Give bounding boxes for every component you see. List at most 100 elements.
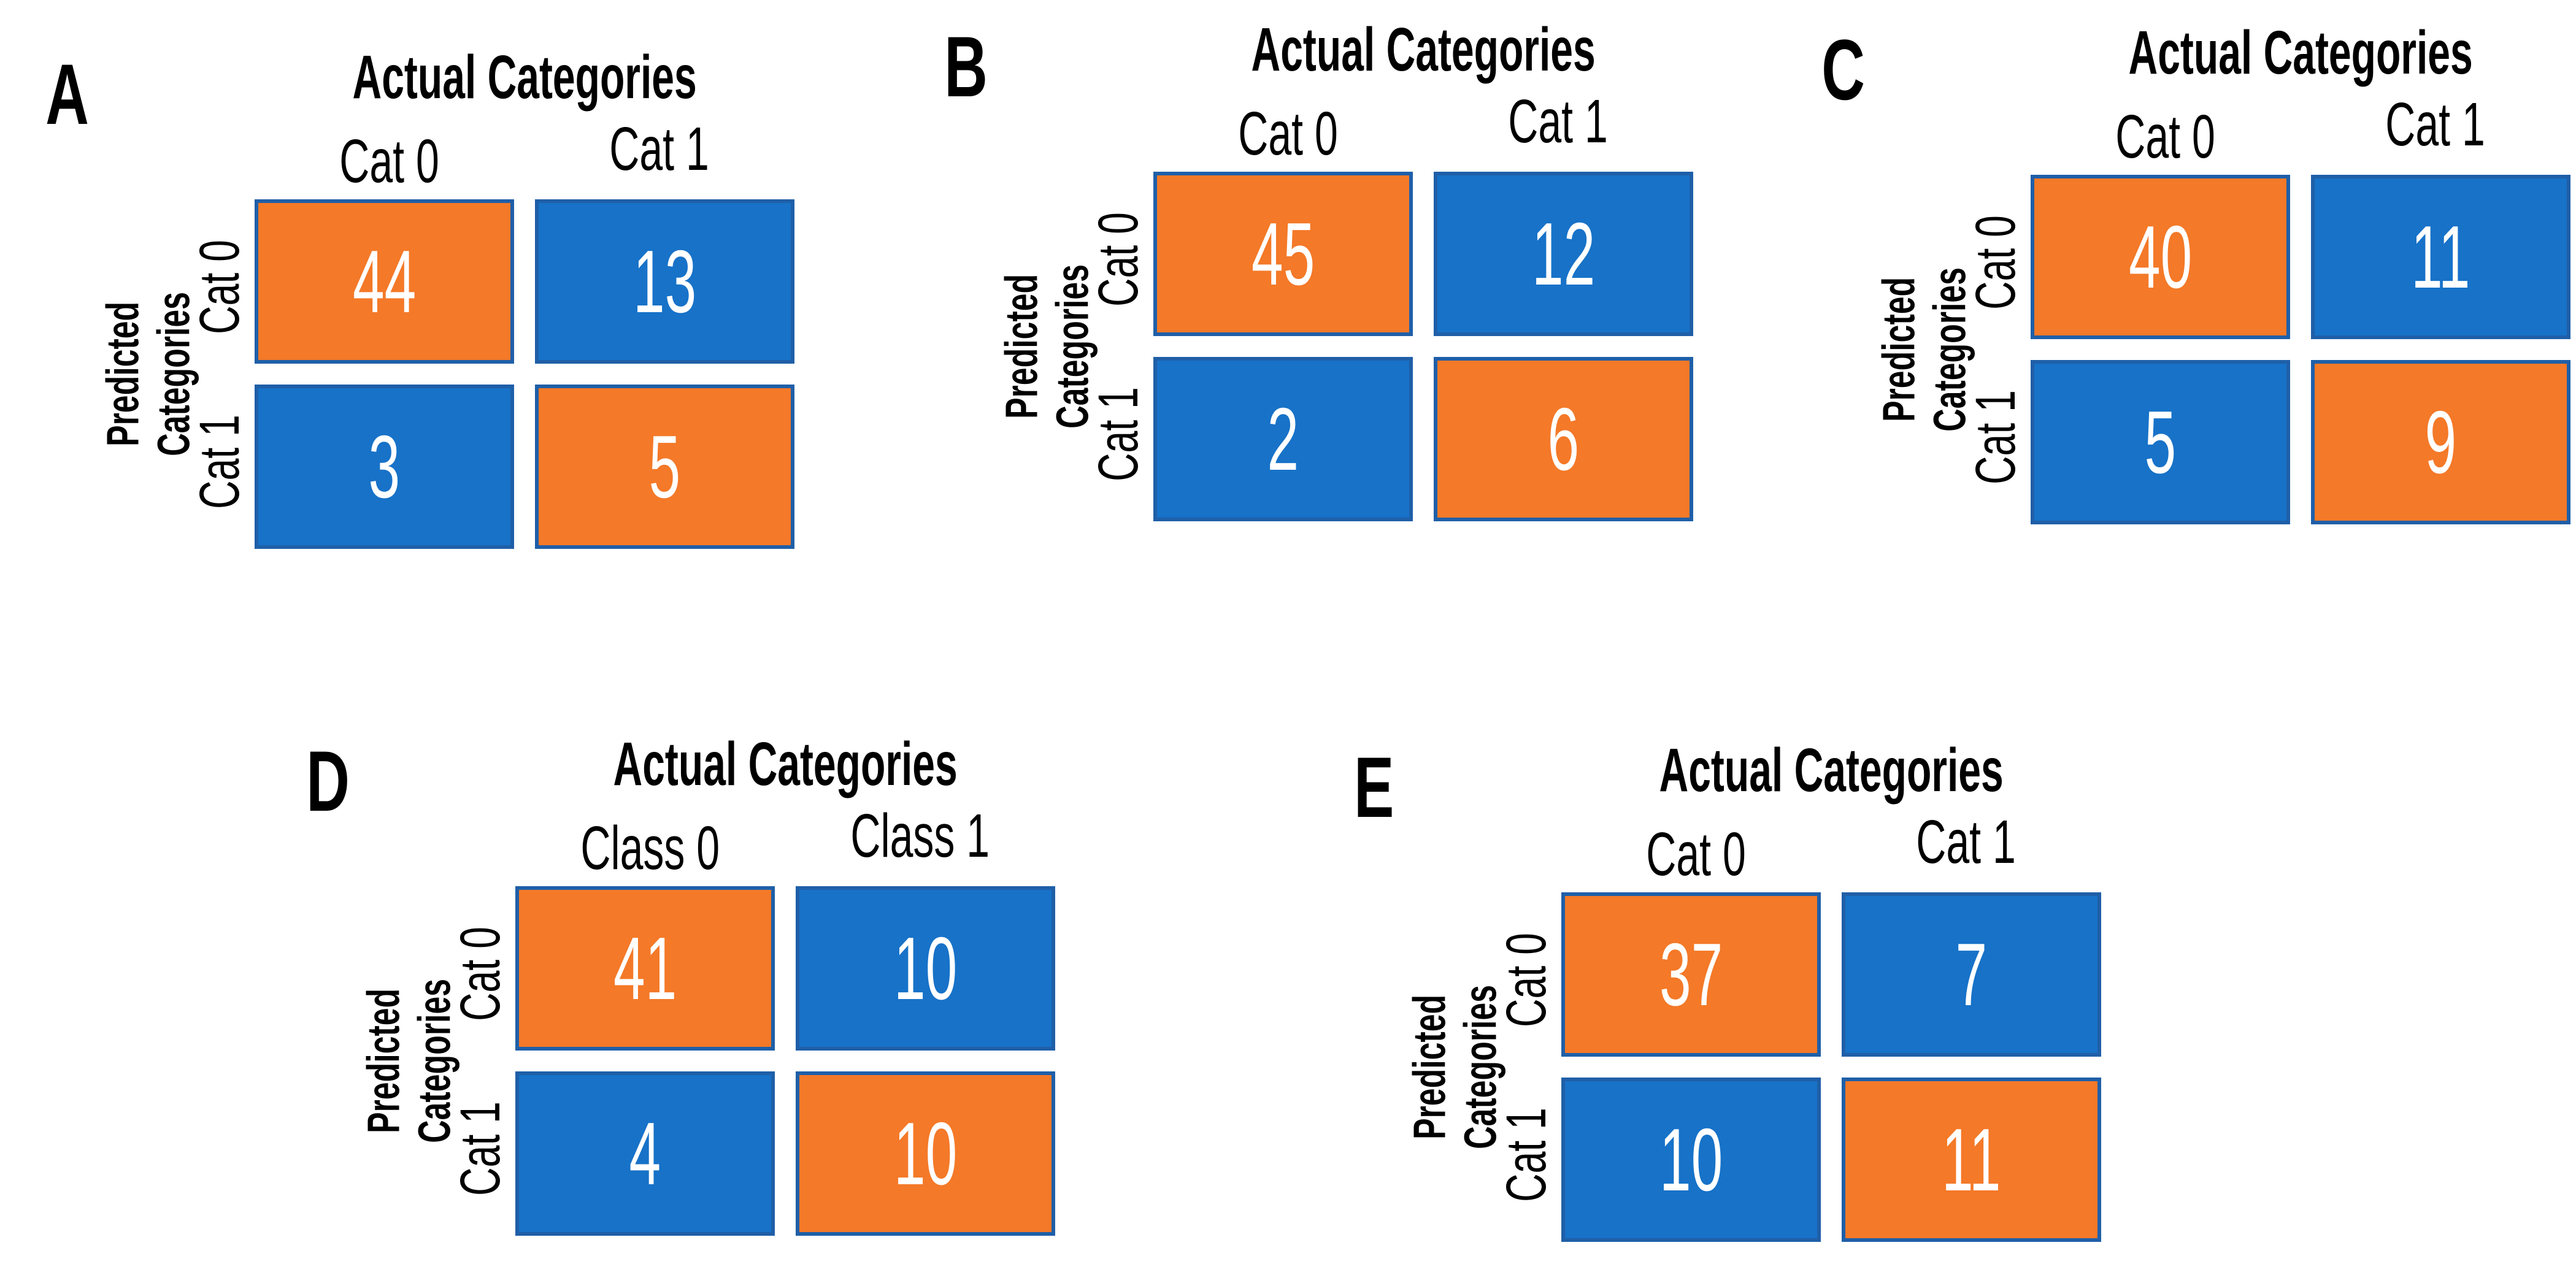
row-label-0-text: Cat 0: [448, 926, 512, 1021]
y-axis-title-rotated: Predicted Categories: [1404, 985, 1507, 1149]
panel-label: E: [1328, 736, 1420, 830]
y-axis-title: Predicted Categories: [1874, 175, 1975, 524]
matrix-cells: 45 12 2 6: [1153, 172, 1693, 521]
y-axis-title: Predicted Categories: [1404, 892, 1506, 1242]
column-label-1-text: Cat 1: [2385, 90, 2486, 159]
y-axis-title-rotated: Predicted Categories: [996, 264, 1099, 429]
x-axis-title-text: Actual Categories: [2128, 18, 2473, 87]
x-axis-title: Actual Categories: [515, 730, 1055, 806]
cell-value: 5: [2144, 392, 2177, 492]
y-axis-title-line-1: Predicted: [358, 988, 409, 1134]
matrix-cell-r1c0: 10: [1561, 1078, 1821, 1242]
y-axis-title: Predicted Categories: [996, 172, 1098, 521]
row-label-1-text: Cat 1: [1494, 1107, 1558, 1202]
x-axis-title: Actual Categories: [1153, 15, 1693, 92]
cell-value: 4: [629, 1103, 661, 1203]
column-label-0: Cat 0: [1561, 813, 1831, 892]
matrix-cell-r0c0: 45: [1153, 172, 1413, 336]
panel-label-text: E: [1354, 739, 1394, 835]
confusion-matrix-panel-b: B Actual Categories Cat 0 Cat 1 Predicte…: [920, 15, 1693, 521]
matrix-cell-r1c0: 2: [1153, 357, 1413, 521]
column-label-1: Cat 1: [2301, 90, 2570, 175]
matrix-cell-r0c0: 40: [2031, 175, 2290, 339]
matrix-cell-r0c1: 11: [2311, 175, 2570, 339]
cell-value: 5: [648, 416, 681, 516]
matrix-cell-r1c0: 3: [255, 385, 514, 549]
column-label-1: Class 1: [785, 805, 1055, 886]
cell-value: 9: [2424, 392, 2457, 492]
column-label-1: Cat 1: [525, 115, 794, 199]
row-label-0-text: Cat 0: [1964, 215, 2027, 310]
panel-label: A: [21, 43, 113, 137]
matrix-cell-r0c0: 41: [515, 886, 775, 1051]
column-label-0-text: Class 0: [580, 814, 720, 883]
cell-value: 12: [1531, 204, 1596, 304]
y-axis-title-rotated: Predicted Categories: [358, 979, 461, 1143]
x-axis-title-text: Actual Categories: [1251, 15, 1596, 84]
matrix-cell-r0c1: 12: [1434, 172, 1693, 336]
column-label-0-text: Cat 0: [339, 127, 440, 196]
matrix-cell-r1c0: 4: [515, 1071, 775, 1236]
matrix-cells: 44 13 3 5: [255, 199, 794, 549]
matrix-cell-r0c0: 37: [1561, 892, 1821, 1057]
column-label-0-text: Cat 0: [2115, 102, 2216, 171]
panel-label-text: C: [1821, 21, 1866, 118]
row-label-1-text: Cat 1: [1086, 386, 1150, 481]
matrix-cell-r0c1: 7: [1842, 892, 2101, 1057]
cell-value: 6: [1547, 389, 1580, 489]
cell-value: 11: [2411, 207, 2470, 307]
x-axis-title-text: Actual Categories: [1659, 736, 2004, 805]
column-label-0: Cat 0: [255, 120, 525, 199]
y-axis-title-line-1: Predicted: [996, 274, 1047, 419]
confusion-matrix-panel-a: A Actual Categories Cat 0 Cat 1 Predicte…: [21, 43, 794, 549]
panel-label-text: D: [306, 733, 350, 829]
column-label-1-text: Cat 1: [1508, 87, 1609, 156]
column-label-0: Cat 0: [2031, 95, 2301, 175]
column-labels: Cat 0 Cat 1: [1153, 87, 1693, 172]
matrix-cell-r1c1: 5: [535, 385, 794, 549]
matrix-cells: 37 7 10 11: [1561, 892, 2101, 1242]
matrix-cell-r1c1: 9: [2311, 360, 2570, 524]
panel-label: B: [920, 15, 1012, 110]
row-label-0-text: Cat 0: [1494, 932, 1558, 1027]
matrix-cell-r0c1: 13: [535, 199, 794, 364]
matrix-cells: 41 10 4 10: [515, 886, 1055, 1236]
cell-value: 2: [1267, 389, 1299, 489]
row-label-1-text: Cat 1: [1964, 389, 2027, 484]
matrix-cell-r1c1: 10: [796, 1071, 1055, 1236]
column-label-0-text: Cat 0: [1646, 820, 1747, 889]
confusion-matrix-panel-e: E Actual Categories Cat 0 Cat 1 Predicte…: [1328, 736, 2101, 1242]
matrix-cells: 40 11 5 9: [2031, 175, 2570, 524]
cell-value: 10: [1659, 1109, 1723, 1209]
x-axis-title-text: Actual Categories: [613, 730, 958, 798]
column-label-0: Class 0: [515, 806, 785, 886]
cell-value: 13: [632, 231, 697, 331]
panel-label: D: [282, 730, 374, 824]
y-axis-title-line-1: Predicted: [97, 301, 148, 447]
x-axis-title-text: Actual Categories: [352, 43, 697, 112]
x-axis-title: Actual Categories: [255, 43, 794, 120]
cell-value: 3: [368, 416, 401, 516]
y-axis-title: Predicted Categories: [358, 886, 460, 1236]
confusion-matrix-panel-d: D Actual Categories Class 0 Class 1 Pred…: [282, 730, 1055, 1236]
column-labels: Cat 0 Cat 1: [1561, 811, 2101, 892]
y-axis-title-rotated: Predicted Categories: [1874, 267, 1976, 432]
panel-label: C: [1797, 18, 1890, 113]
cell-value: 40: [2128, 207, 2193, 307]
matrix-cell-r1c0: 5: [2031, 360, 2290, 524]
column-labels: Class 0 Class 1: [515, 805, 1055, 886]
column-labels: Cat 0 Cat 1: [255, 115, 794, 199]
column-label-1-text: Cat 1: [609, 115, 710, 183]
confusion-matrix-panel-c: C Actual Categories Cat 0 Cat 1 Predicte…: [1797, 18, 2570, 524]
y-axis-title-line-1: Predicted: [1873, 277, 1924, 423]
column-label-0: Cat 0: [1153, 92, 1423, 172]
cell-value: 10: [893, 1103, 958, 1203]
cell-value: 7: [1955, 924, 1988, 1024]
row-label-1-text: Cat 1: [188, 414, 251, 509]
y-axis-title-rotated: Predicted Categories: [98, 292, 200, 456]
row-label-0-text: Cat 0: [1086, 212, 1150, 307]
row-label-1-text: Cat 1: [448, 1101, 512, 1196]
cell-value: 44: [352, 231, 417, 331]
cell-value: 45: [1251, 204, 1315, 304]
matrix-cell-r1c1: 6: [1434, 357, 1693, 521]
